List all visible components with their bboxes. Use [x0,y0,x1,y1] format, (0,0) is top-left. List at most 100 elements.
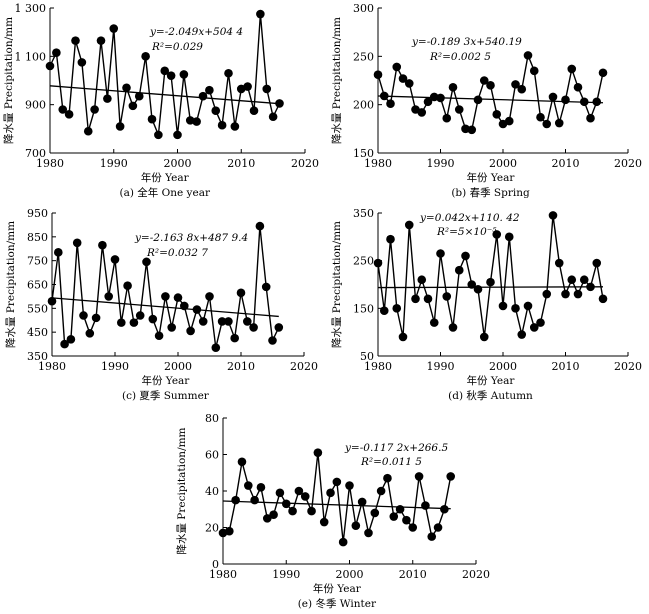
data-point [386,234,395,244]
trend-line [49,85,280,105]
data-point [417,275,427,285]
data-point [192,305,202,314]
data-point [256,483,266,492]
data-point [85,329,95,338]
x-axis-label: 年份 Year [141,171,190,184]
x-tick-label: 2010 [552,360,580,373]
data-point [104,292,113,301]
data-point [91,313,101,323]
data-point [542,119,552,129]
x-tick-label: 2000 [489,157,517,170]
x-tick-label: 2010 [227,360,255,373]
regression-equation: y=-2.163 8x+487 9.4 [134,232,248,244]
data-point [96,36,106,45]
data-point [423,294,433,304]
data-point [536,318,545,327]
data-point [404,79,414,88]
data-point [598,68,608,78]
data-point [479,76,489,85]
y-tick-label: 650 [27,279,48,292]
data-point [598,294,608,304]
data-point [66,335,76,344]
data-point [436,93,445,103]
y-tick-label: 450 [27,326,48,339]
data-point [467,125,477,135]
data-point [262,84,272,94]
data-point [129,318,139,327]
data-point [579,97,589,107]
data-point [319,517,329,527]
data-point [486,277,495,287]
data-point [442,292,452,301]
data-point [230,122,240,131]
data-point [161,292,170,301]
data-point [573,289,583,299]
data-point [192,117,201,126]
data-point [433,523,443,532]
data-point [255,221,265,231]
data-point [117,318,126,327]
data-point [511,304,520,313]
data-point [128,101,138,111]
data-point [275,488,285,498]
r-squared: R²=0.029 [151,41,203,53]
data-point [98,240,107,250]
data-point [274,323,284,332]
data-point [262,514,272,523]
chart-summer: 1980 1990 2000 2010 2020 350 450 550 650 750 850 95… [4,207,318,402]
data-point [275,99,284,108]
data-point [173,293,183,302]
data-point [511,80,520,89]
chart-caption: (a) 全年 One year [120,186,211,199]
data-point [147,114,157,124]
y-tick-label: 60 [205,449,219,462]
chart-caption: (d) 秋季 Autumn [448,389,533,402]
data-point [338,537,348,547]
data-point [268,336,277,345]
y-tick-label: 150 [353,147,374,160]
regression-equation: y=0.042x+110. 42 [419,212,520,224]
data-point [379,91,389,101]
data-point [243,82,252,91]
data-point [429,318,439,327]
data-point [523,51,533,60]
x-tick-label: 2000 [164,360,192,373]
data-point [154,130,163,140]
data-point [198,317,208,326]
data-point [83,126,93,136]
y-tick-label: 150 [353,302,374,315]
data-point [404,220,414,230]
data-point [370,508,380,518]
data-point [64,110,74,119]
data-point [386,99,395,108]
data-point [185,116,195,125]
data-point [115,122,125,131]
x-tick-label: 2010 [552,157,580,170]
data-point [179,70,189,79]
data-point [379,306,389,316]
trend-line [51,297,279,318]
x-tick-label: 1990 [427,157,455,170]
data-point [461,251,470,261]
y-tick-label: 1 300 [15,2,47,15]
data-point [109,24,119,33]
data-point [45,61,55,71]
data-point [542,289,552,299]
data-point [307,506,316,516]
y-tick-label: 850 [27,231,48,244]
data-point [249,106,259,116]
data-point [72,238,82,248]
data-point [345,481,354,490]
data-point [110,255,120,264]
data-point [288,506,297,516]
data-point [473,284,483,294]
data-point [402,515,411,525]
data-point [376,486,386,496]
data-point [250,495,259,505]
chart-autumn: 1980 1990 2000 2010 2020 50 150 250 350 降水量 Preci… [330,207,642,402]
data-point [448,82,458,92]
x-tick-label: 2000 [489,360,517,373]
regression-equation: y=-0.189 3x+540.19 [411,36,522,48]
data-point [281,499,291,509]
